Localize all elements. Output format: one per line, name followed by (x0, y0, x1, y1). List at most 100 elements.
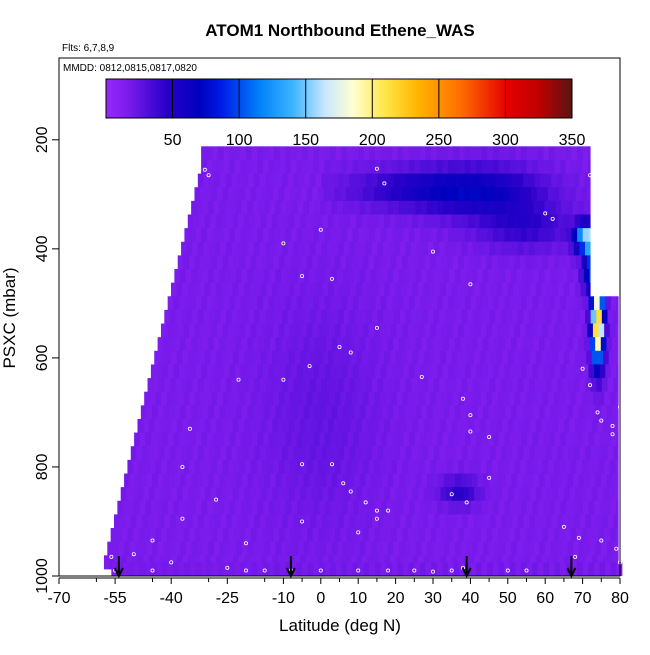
heatmap-cell (507, 487, 514, 502)
heatmap-cell (506, 241, 513, 256)
heatmap-cell (386, 364, 393, 379)
heatmap-cell (311, 418, 318, 434)
heatmap-cell (374, 391, 381, 406)
heatmap-cell (560, 159, 567, 175)
heatmap-cell (312, 187, 319, 202)
heatmap-cell (372, 446, 379, 461)
heatmap-cell (187, 282, 194, 297)
heatmap-cell (557, 378, 564, 393)
heatmap-cell (557, 514, 564, 529)
heatmap-cell (212, 296, 219, 311)
heatmap-cell (439, 378, 446, 393)
heatmap-cell (588, 500, 595, 515)
heatmap-cell (312, 459, 319, 474)
heatmap-cell (447, 159, 455, 175)
heatmap-cell (570, 391, 577, 406)
heatmap-cell (346, 528, 353, 543)
heatmap-cell (258, 405, 265, 420)
heatmap-cell (208, 541, 215, 556)
heatmap-cell (133, 562, 140, 576)
heatmap-cell (455, 241, 463, 256)
heatmap-cell (142, 514, 149, 529)
heatmap-cell (159, 418, 167, 434)
heatmap-cell (148, 555, 155, 570)
heatmap-cell (445, 214, 452, 229)
heatmap-cell (472, 241, 479, 256)
heatmap-cell (449, 269, 456, 284)
heatmap-cell (216, 187, 224, 202)
heatmap-cell (581, 255, 588, 270)
heatmap-cell (347, 228, 354, 243)
heatmap-cell (306, 187, 313, 202)
heatmap-cell (384, 214, 391, 229)
heatmap-cell (492, 146, 499, 161)
heatmap-cell (422, 241, 429, 256)
heatmap-cell (443, 269, 450, 284)
heatmap-cell (330, 562, 337, 576)
heatmap-cell (211, 459, 218, 474)
heatmap-cell (494, 269, 501, 284)
heatmap-cell (222, 255, 229, 270)
heatmap-cell (249, 282, 256, 297)
heatmap-cell (595, 337, 602, 352)
heatmap-cell (462, 487, 470, 502)
heatmap-cell (576, 528, 583, 543)
heatmap-cell (400, 514, 407, 529)
heatmap-cell (370, 337, 377, 352)
heatmap-cell (479, 282, 486, 297)
sample-point (330, 462, 335, 467)
heatmap-cell (257, 228, 264, 243)
heatmap-cell (269, 200, 276, 215)
heatmap-cell (365, 473, 372, 488)
heatmap-cell (301, 255, 308, 270)
heatmap-cell (516, 405, 523, 420)
heatmap-cell (343, 241, 350, 256)
heatmap-cell (166, 528, 173, 543)
heatmap-cell (573, 378, 581, 393)
sample-point (150, 538, 155, 543)
heatmap-cell (322, 350, 329, 365)
heatmap-cell (204, 350, 211, 365)
heatmap-cell (209, 173, 216, 188)
heatmap-cell (129, 541, 136, 556)
heatmap-cell (574, 514, 581, 529)
heatmap-cell (234, 159, 241, 175)
heatmap-cell (479, 214, 486, 229)
heatmap-cell (427, 241, 435, 256)
heatmap-cell (279, 146, 286, 161)
heatmap-cell (356, 350, 363, 365)
x-tick-label: 20 (387, 590, 405, 607)
heatmap-cell (174, 473, 181, 488)
sample-point (374, 516, 379, 521)
heatmap-cell (514, 391, 521, 406)
heatmap-cell (315, 446, 323, 461)
heatmap-cell (331, 405, 338, 420)
y-tick-label: 600 (34, 344, 51, 371)
heatmap-cell (230, 541, 237, 556)
heatmap-cell (275, 337, 282, 352)
heatmap-cell (459, 500, 466, 515)
heatmap-cell (344, 350, 352, 365)
heatmap-cell (165, 555, 172, 570)
heatmap-cell (373, 487, 380, 502)
heatmap-cell (444, 241, 451, 256)
heatmap-cell (196, 405, 204, 420)
heatmap-cell (190, 432, 197, 447)
heatmap-cell (357, 187, 364, 202)
heatmap-cell (289, 323, 297, 338)
heatmap-cell (219, 269, 226, 284)
heatmap-cell (233, 391, 241, 406)
heatmap-cell (407, 255, 414, 270)
heatmap-cell (199, 418, 206, 434)
heatmap-cell (448, 432, 455, 447)
heatmap-cell (572, 337, 579, 352)
heatmap-cell (270, 378, 278, 393)
heatmap-cell (230, 473, 237, 488)
heatmap-cell (296, 364, 303, 379)
heatmap-cell (489, 241, 496, 256)
heatmap-cell (564, 187, 571, 202)
heatmap-cell (433, 514, 440, 529)
heatmap-cell (550, 405, 557, 420)
heatmap-cell (294, 282, 301, 297)
heatmap-cell (256, 323, 263, 338)
